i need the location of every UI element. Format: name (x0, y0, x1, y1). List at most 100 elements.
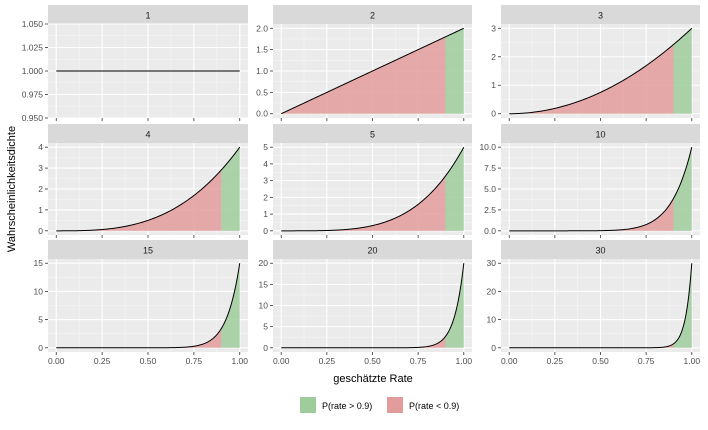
y-tick-label: 15 (34, 258, 44, 268)
y-tick-label: 10 (487, 315, 497, 325)
x-tick-label: 0.00 (501, 356, 518, 366)
legend-label: P(rate < 0.9) (409, 401, 459, 411)
y-tick-label: 20 (487, 286, 497, 296)
y-tick-label: 3 (38, 163, 43, 173)
area-below-threshold (56, 328, 222, 348)
y-tick-label: 20 (259, 258, 269, 268)
area-above-threshold (445, 263, 464, 348)
legend-swatch (300, 397, 316, 413)
y-tick-label: 30 (487, 258, 497, 268)
y-tick-label: 0.0 (256, 109, 268, 119)
area-above-threshold (445, 147, 464, 231)
x-tick-label: 0.00 (273, 356, 290, 366)
y-tick-label: 15 (259, 279, 269, 289)
x-tick-label: 0.50 (140, 356, 157, 366)
area-above-threshold (673, 28, 692, 114)
facet-panel-20: 20 0 5 10 15 20 0.00 0.25 0.50 0.75 1.00 (259, 240, 473, 366)
x-tick-label: 0.25 (94, 356, 111, 366)
y-tick-label: 0.950 (22, 113, 44, 123)
y-tick-label: 0 (38, 226, 43, 236)
facet-strip-label: 30 (595, 246, 605, 256)
x-tick-label: 0.25 (319, 356, 336, 366)
x-axis-label: geschätzte Rate (333, 373, 413, 385)
density-line (509, 263, 693, 349)
y-tick-label: 10 (259, 301, 269, 311)
density-line (56, 146, 241, 232)
y-tick-label: 1.5 (256, 45, 268, 55)
area-above-threshold (673, 263, 692, 348)
y-tick-label: 1.025 (22, 43, 44, 53)
y-tick-label: 2.0 (256, 23, 268, 33)
y-tick-label: 1 (491, 80, 496, 90)
facet-strip (273, 240, 472, 259)
density-line (56, 263, 241, 349)
y-tick-label: 4 (38, 142, 43, 152)
facet-panel-2: 2 0.0 0.5 1.0 1.5 2.0 (256, 5, 472, 121)
x-tick-label: 0.25 (547, 356, 564, 366)
y-tick-label: 3 (491, 23, 496, 33)
legend-swatch (387, 397, 403, 413)
facet-strip (48, 5, 248, 24)
density-line (281, 146, 465, 232)
legend-item: P(rate < 0.9) (387, 397, 459, 413)
facet-strip (48, 124, 248, 143)
legend-item: P(rate > 0.9) (300, 397, 372, 413)
x-tick-label: 0.75 (410, 356, 427, 366)
y-tick-label: 2 (263, 192, 268, 202)
y-tick-label: 3 (263, 176, 268, 186)
area-below-threshold (509, 44, 674, 114)
y-tick-label: 5 (263, 322, 268, 332)
x-tick-label: 1.00 (456, 356, 473, 366)
y-tick-label: 0 (38, 343, 43, 353)
density-line (509, 27, 693, 115)
y-tick-label: 5 (38, 315, 43, 325)
area-above-threshold (673, 147, 692, 231)
x-tick-label: 0.75 (638, 356, 655, 366)
y-tick-label: 0 (491, 343, 496, 353)
facet-strip-label: 5 (370, 130, 375, 140)
x-tick-label: 0.75 (186, 356, 203, 366)
y-tick-label: 2 (491, 52, 496, 62)
facet-strip-label: 1 (145, 11, 150, 21)
x-tick-label: 1.00 (684, 356, 701, 366)
facet-strip-label: 4 (145, 130, 150, 140)
area-below-threshold (281, 175, 446, 231)
area-above-threshold (221, 263, 240, 348)
density-line (281, 263, 465, 349)
y-tick-label: 5.0 (484, 184, 496, 194)
area-above-threshold (445, 28, 464, 114)
facet-strip (48, 240, 248, 259)
facet-panel-3: 3 0 1 2 3 (491, 5, 700, 121)
y-tick-label: 0.975 (22, 90, 44, 100)
legend-label: P(rate > 0.9) (322, 401, 372, 411)
facet-panel-15: 15 0 5 10 15 0.00 0.25 0.50 0.75 1.00 (34, 240, 248, 366)
y-tick-label: 10 (34, 286, 44, 296)
facet-strip-label: 20 (367, 246, 377, 256)
y-tick-label: 1.0 (256, 66, 268, 76)
facet-strip (501, 124, 700, 143)
y-tick-label: 4 (263, 159, 268, 169)
y-tick-label: 1.000 (22, 66, 44, 76)
legend: P(rate > 0.9) P(rate < 0.9) (300, 397, 459, 413)
y-tick-label: 5 (263, 142, 268, 152)
area-above-threshold (221, 147, 240, 231)
facet-grid: 10.9500.9751.0001.0251.05020.00.51.01.52… (22, 5, 701, 366)
x-tick-label: 1.00 (231, 356, 248, 366)
density-line (509, 147, 693, 232)
x-tick-label: 0.50 (592, 356, 609, 366)
y-tick-label: 7.5 (484, 163, 496, 173)
y-tick-label: 1 (263, 209, 268, 219)
y-tick-label: 0.5 (256, 87, 268, 97)
facet-panel-10: 10 0.0 2.5 5.0 7.5 10.0 (479, 124, 700, 238)
y-tick-label: 10.0 (479, 142, 496, 152)
y-tick-label: 2.5 (484, 205, 496, 215)
facet-panel-1: 1 0.950 0.975 1.000 1.025 1.050 (22, 5, 248, 123)
facet-strip (273, 124, 472, 143)
facet-strip (501, 5, 700, 24)
facet-strip-label: 3 (598, 11, 603, 21)
y-tick-label: 0 (263, 343, 268, 353)
y-tick-label: 0.0 (484, 226, 496, 236)
y-tick-label: 0 (263, 226, 268, 236)
